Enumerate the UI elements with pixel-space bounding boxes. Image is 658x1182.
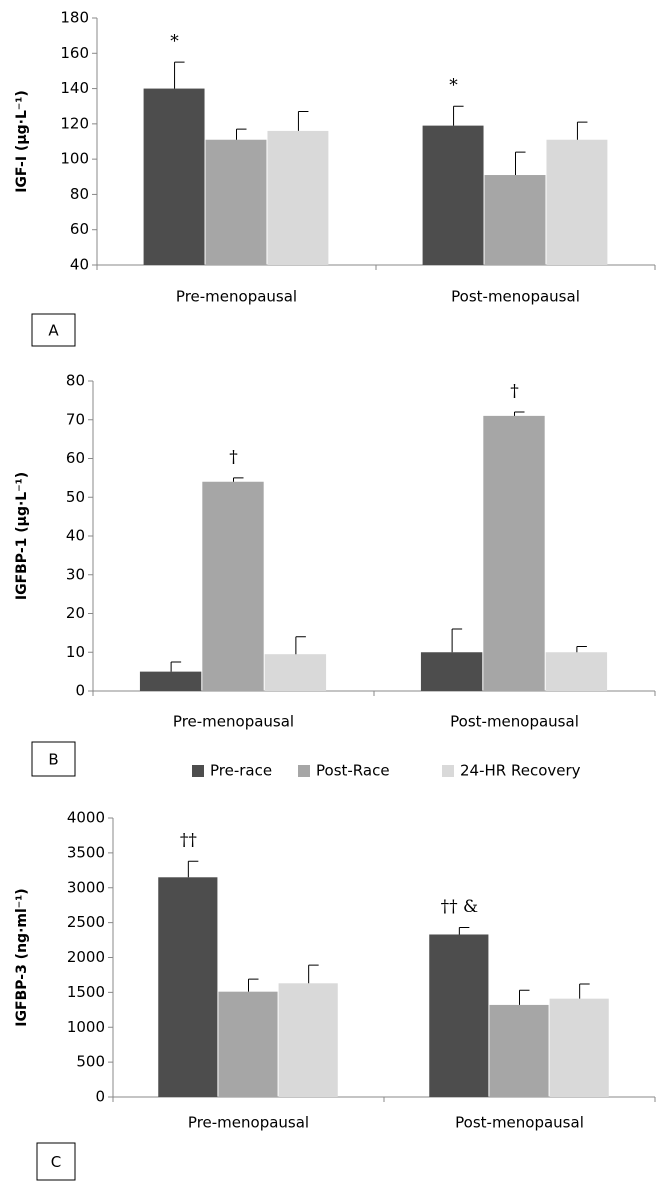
bar: [143, 88, 205, 265]
bar: [205, 139, 267, 265]
error-bar: [519, 989, 530, 1005]
bar: [420, 652, 483, 691]
y-tick-label: 60: [66, 449, 85, 467]
legend-label: 24-HR Recovery: [460, 762, 581, 780]
y-tick-label: 2500: [67, 913, 105, 931]
error-bar: [170, 661, 182, 672]
annotation: †† &: [441, 897, 479, 917]
y-tick-label: 2000: [67, 948, 105, 966]
y-tick-label: 80: [66, 372, 85, 390]
error-bar: [308, 964, 319, 984]
error-bar: [576, 645, 587, 653]
bar: [549, 998, 609, 1097]
error-bar: [453, 105, 464, 126]
bar: [278, 983, 338, 1097]
annotation: †: [229, 447, 238, 467]
bar: [218, 991, 278, 1097]
y-axis-label: IGFBP-1 (µg·L⁻¹): [14, 472, 30, 600]
bar: [484, 175, 546, 265]
legend-label: Post-Race: [316, 762, 390, 780]
x-tick-label: Post-menopausal: [451, 288, 580, 306]
bar: [202, 481, 264, 691]
bar: [483, 415, 545, 691]
y-axis-label: IGFBP-3 (ng·ml⁻¹): [14, 888, 30, 1026]
y-tick-label: 60: [70, 220, 89, 238]
legend-swatch: [442, 765, 454, 777]
panel-label-box: [31, 741, 76, 777]
y-tick-label: 10: [66, 643, 85, 661]
annotation: ††: [180, 831, 198, 851]
y-tick-label: 100: [60, 150, 89, 168]
y-tick-label: 70: [66, 410, 85, 428]
y-tick-label: 40: [66, 527, 85, 545]
bar: [489, 1004, 549, 1097]
x-tick-label: Pre-menopausal: [176, 288, 297, 306]
error-bar: [297, 111, 309, 131]
error-bar: [515, 151, 526, 176]
panel-label: B: [48, 751, 58, 769]
bar: [139, 671, 202, 691]
annotation: *: [170, 32, 179, 52]
annotation: *: [449, 76, 458, 96]
bar: [429, 934, 489, 1097]
y-tick-label: 1500: [67, 983, 105, 1001]
y-tick-label: 180: [60, 9, 89, 27]
error-bar: [236, 128, 247, 140]
y-tick-label: 20: [66, 604, 85, 622]
legend-swatch: [298, 765, 310, 777]
bar: [264, 654, 327, 691]
error-bar: [514, 411, 525, 416]
y-tick-label: 500: [76, 1053, 105, 1071]
error-bar: [174, 61, 185, 89]
y-tick-label: 3000: [67, 878, 105, 896]
x-tick-label: Pre-menopausal: [173, 713, 294, 731]
y-tick-label: 160: [60, 44, 89, 62]
y-tick-label: 3500: [67, 843, 105, 861]
bar: [545, 652, 608, 691]
error-bar: [458, 927, 470, 935]
y-tick-label: 1000: [67, 1018, 105, 1036]
y-tick-label: 0: [95, 1088, 105, 1106]
panel-label-box: [31, 313, 76, 347]
error-bar: [248, 978, 259, 992]
error-bar: [233, 477, 244, 482]
bar: [267, 130, 329, 265]
y-tick-label: 120: [60, 114, 89, 132]
y-axis-label: IGF-I (µg·L⁻¹): [14, 90, 30, 193]
x-tick-label: Pre-menopausal: [188, 1114, 309, 1132]
bar: [422, 125, 484, 265]
annotation: †: [510, 382, 519, 402]
legend-label: Pre-race: [210, 762, 272, 780]
x-tick-label: Post-menopausal: [450, 713, 579, 731]
error-bar: [576, 121, 588, 140]
x-tick-label: Post-menopausal: [455, 1114, 584, 1132]
y-tick-label: 30: [66, 565, 85, 583]
error-bar: [451, 628, 463, 653]
y-tick-label: 140: [60, 79, 89, 97]
error-bar: [579, 983, 590, 999]
y-tick-label: 40: [70, 256, 89, 274]
legend-swatch: [192, 765, 204, 777]
panel-label: A: [48, 322, 59, 340]
error-bar: [295, 636, 306, 655]
y-tick-label: 80: [70, 185, 89, 203]
y-tick-label: 4000: [67, 809, 105, 827]
error-bar: [187, 860, 199, 878]
y-tick-label: 50: [66, 488, 85, 506]
panel-label-box: [36, 1142, 76, 1181]
bar: [158, 877, 218, 1097]
bar: [546, 139, 608, 265]
panel-label: C: [51, 1153, 61, 1171]
y-tick-label: 0: [75, 682, 85, 700]
